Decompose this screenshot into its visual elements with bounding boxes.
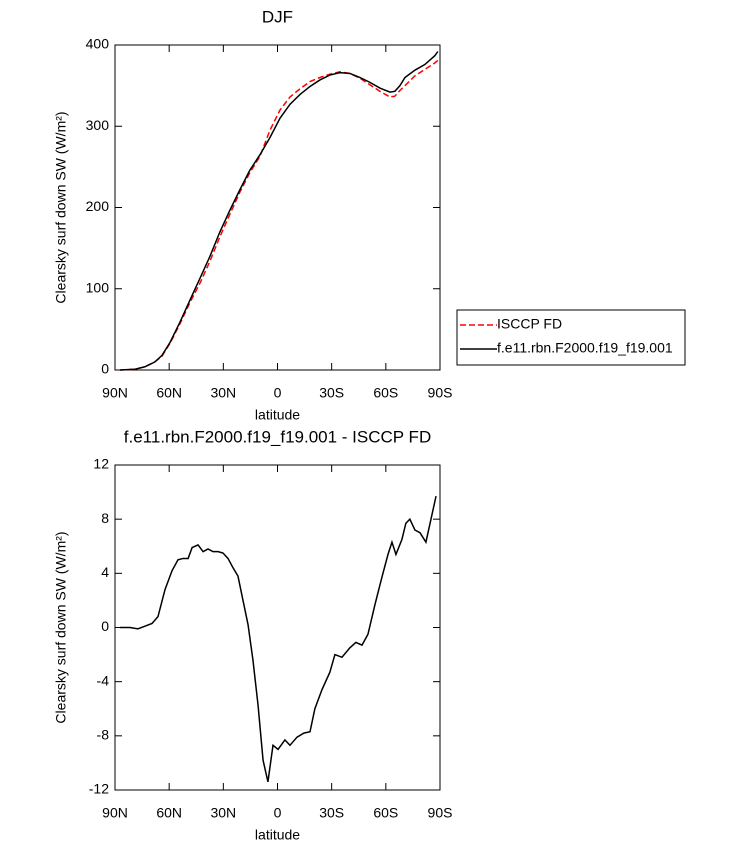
legend-box [456, 309, 686, 366]
x-tick-label: 0 [274, 385, 282, 401]
y-axis-label: Clearsky surf down SW (W/m²) [53, 111, 69, 303]
legend-label: ISCCP FD [497, 316, 562, 332]
y-axis-label: Clearsky surf down SW (W/m²) [53, 531, 69, 723]
data-line [120, 51, 439, 371]
x-tick-label: 0 [274, 805, 282, 821]
x-tick-label: 60S [373, 805, 398, 821]
x-axis-label: latitude [255, 407, 300, 423]
x-tick-label: 30N [210, 385, 236, 401]
data-line [120, 495, 437, 783]
y-tick-label: 0 [101, 618, 109, 634]
y-tick-label: 100 [86, 279, 110, 295]
y-tick-label: -8 [97, 727, 110, 743]
y-tick-label: 200 [86, 198, 110, 214]
x-tick-label: 60S [373, 385, 398, 401]
y-tick-label: 4 [101, 564, 109, 580]
x-tick-label: 30S [319, 805, 344, 821]
plot-frame [114, 464, 441, 791]
y-tick-label: 300 [86, 117, 110, 133]
chart-title: f.e11.rbn.F2000.f19_f19.001 - ISCCP FD [124, 427, 431, 446]
y-tick-label: 12 [93, 456, 109, 472]
y-tick-label: 0 [101, 361, 109, 377]
plot-frame [114, 44, 441, 371]
x-tick-label: 60N [156, 385, 182, 401]
x-tick-label: 30N [210, 805, 236, 821]
x-tick-label: 60N [156, 805, 182, 821]
y-tick-label: 8 [101, 510, 109, 526]
y-tick-label: -4 [97, 672, 110, 688]
data-line [120, 59, 439, 371]
x-axis-label: latitude [255, 827, 300, 843]
x-tick-label: 90N [102, 805, 128, 821]
chart-title: DJF [262, 7, 293, 26]
y-tick-label: 400 [86, 36, 110, 52]
y-tick-label: -12 [89, 781, 109, 797]
x-tick-label: 90S [428, 385, 453, 401]
x-tick-label: 90S [428, 805, 453, 821]
x-tick-label: 90N [102, 385, 128, 401]
legend-label: f.e11.rbn.F2000.f19_f19.001 [497, 340, 673, 356]
x-tick-label: 30S [319, 385, 344, 401]
